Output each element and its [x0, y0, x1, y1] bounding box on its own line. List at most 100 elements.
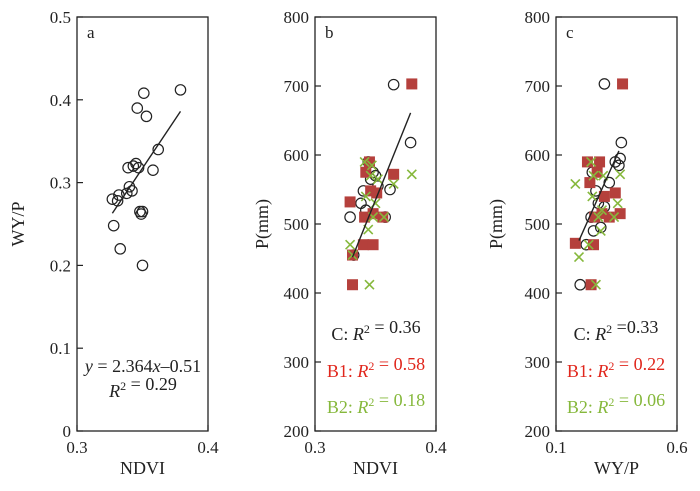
x-tick-label: 0.3	[66, 438, 87, 457]
panel-b: 200 300 400 500 600 700 800 0.3 0.4 NDVI P(mm) b C: …	[252, 8, 447, 478]
data-point-x	[388, 178, 399, 190]
data-point-x	[590, 279, 601, 290]
annotation-superscript: 2	[608, 395, 614, 409]
data-point-x	[588, 170, 599, 181]
fit-annotation: y = 2.364x–0.51	[83, 356, 201, 376]
data-point-square	[617, 78, 629, 90]
regression-line	[351, 112, 412, 258]
fit-annotation: C: R2 = 0.36	[331, 317, 420, 344]
annotation-value: = 0.06	[614, 390, 665, 410]
data-point-square	[367, 208, 379, 220]
panel-letter: b	[325, 23, 334, 42]
data-point-x	[573, 252, 585, 263]
data-point-x	[583, 239, 594, 250]
annotation-superscript: 2	[608, 359, 614, 373]
annotation-value: = 0.36	[370, 317, 421, 337]
y-tick-label: 0.4	[50, 91, 72, 110]
annotation-superscript: 2	[364, 322, 370, 336]
x-axis-label: WY/P	[594, 458, 639, 478]
data-point-x	[612, 198, 623, 209]
data-point-x	[570, 178, 581, 190]
data-point-square	[347, 279, 359, 291]
data-point-x	[593, 212, 604, 223]
annotation-group: B2:	[327, 397, 358, 417]
y-tick-label: 600	[525, 146, 551, 165]
data-point-circle	[107, 219, 120, 232]
y-tick-label: 800	[284, 8, 310, 27]
annotation-group: C:	[574, 324, 596, 344]
data-point-circle	[594, 221, 607, 234]
data-point-square	[614, 208, 626, 220]
data-point-square	[388, 168, 400, 180]
data-point-circle	[387, 78, 400, 91]
data-point-square	[367, 239, 379, 251]
data-point-circle	[384, 183, 396, 196]
annotation-superscript: 2	[606, 322, 612, 336]
annotation-superscript: 2	[120, 379, 126, 393]
data-point-square	[357, 239, 369, 251]
data-point-square	[377, 211, 389, 223]
data-point-x	[360, 191, 371, 202]
annotation-group: B2:	[567, 397, 598, 417]
panel-a: 0 0.1 0.2 0.3 0.4 0.5 0.3 0.4 NDVI WY/P a y = 2.364…	[8, 8, 219, 478]
data-point-x	[595, 225, 606, 236]
data-point-circle	[140, 110, 153, 123]
data-point-square	[585, 279, 597, 291]
data-point-circle	[344, 211, 356, 223]
data-point-circle	[138, 87, 150, 99]
annotation-symbol: R	[594, 324, 606, 344]
data-point-square	[406, 78, 418, 90]
data-point-square	[569, 237, 581, 249]
y-tick-label: 0.5	[50, 8, 71, 27]
annotation-superscript: 2	[368, 359, 374, 373]
fit-annotation: C: R2 =0.33	[574, 317, 659, 344]
x-tick-label: 0.4	[425, 438, 447, 457]
data-point-circle	[355, 197, 367, 210]
y-tick-label: 700	[284, 77, 310, 96]
data-point-square	[588, 239, 600, 251]
annotation-symbol: R	[352, 324, 364, 344]
y-tick-label: 500	[525, 215, 551, 234]
data-point-x	[365, 170, 376, 181]
data-point-x	[359, 156, 370, 167]
x-tick-label: 0.3	[304, 438, 325, 457]
y-tick-label: 600	[284, 146, 310, 165]
data-point-circle	[615, 136, 628, 149]
data-point-square	[584, 177, 596, 189]
data-point-x	[366, 160, 377, 171]
data-point-circle	[127, 160, 140, 172]
annotation-value: = 0.18	[374, 390, 425, 410]
plot-frame	[76, 16, 209, 432]
annotation-value: = 0.58	[374, 354, 425, 374]
data-point-circle	[106, 193, 119, 205]
y-tick-label: 200	[525, 422, 551, 441]
fit-annotation: B2: R2 = 0.18	[327, 390, 425, 417]
annotation-group: B1:	[567, 361, 598, 381]
data-point-circle	[587, 225, 600, 237]
y-tick-label: 300	[284, 353, 310, 372]
data-point-square	[359, 211, 371, 223]
fit-annotation: R2 = 0.29	[108, 374, 177, 401]
data-point-circle	[136, 205, 149, 218]
data-point-circle	[613, 159, 625, 172]
data-point-square	[609, 187, 621, 199]
data-point-x	[609, 212, 620, 223]
data-point-circle	[120, 187, 133, 200]
data-point-x	[406, 169, 417, 180]
x-axis-label: NDVI	[120, 458, 165, 478]
data-point-square	[360, 166, 372, 178]
y-axis-label: WY/P	[8, 202, 28, 247]
data-point-circle	[574, 278, 586, 291]
annotation-variable: x	[152, 356, 161, 376]
annotation-value: = 0.22	[614, 354, 665, 374]
x-tick-label: 0.6	[666, 438, 687, 457]
annotation-group: C:	[331, 324, 353, 344]
y-tick-label: 500	[284, 215, 310, 234]
data-point-square	[594, 156, 606, 168]
x-tick-label: 0.4	[197, 438, 219, 457]
annotation-symbol: R	[596, 361, 608, 381]
panel-letter: a	[87, 23, 95, 42]
data-point-circle	[598, 78, 611, 90]
panel-letter: c	[566, 23, 574, 42]
